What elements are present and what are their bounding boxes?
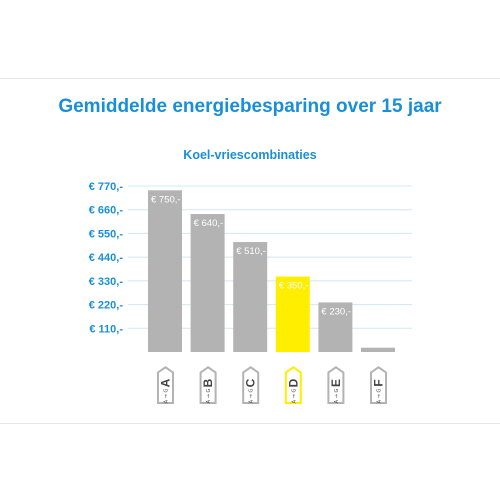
y-tick-label: € 330,-	[89, 276, 124, 288]
energy-tag-letter: A	[159, 378, 173, 387]
bar-value-label: € 640,-	[194, 218, 224, 229]
bar-value-label: € 230,-	[321, 306, 351, 317]
y-axis: € 110,- € 220,- € 330,- € 440,- € 550,- € 660…	[89, 181, 124, 335]
energy-tag-b: B A → G	[199, 366, 217, 404]
chart-subtitle: Koel-vriescombinaties	[183, 148, 317, 162]
energy-tag-inner	[244, 368, 258, 402]
energy-tag-inner	[329, 368, 343, 402]
bar-e	[318, 302, 353, 352]
bar-value-label: € 750,-	[151, 194, 181, 205]
y-tick-label: € 660,-	[89, 205, 124, 217]
bar-value-labels: € 750,- € 640,- € 510,- € 350,- € 230,-	[151, 194, 351, 317]
energy-tag-letter: C	[244, 378, 258, 387]
energy-tag-scale: A → G	[377, 389, 383, 404]
energy-tag-f: F A → G	[370, 366, 387, 404]
bar-value-label: € 350,-	[279, 281, 309, 292]
category-tags: A A → G B A → G C A → G D A → G E A → G F A → G	[157, 366, 387, 404]
bar-a	[148, 190, 182, 352]
bars	[148, 190, 395, 352]
energy-tag-letter: E	[329, 379, 343, 387]
y-tick-label: € 110,-	[89, 323, 123, 335]
bar-d	[275, 276, 310, 352]
energy-tag-a: A A → G	[157, 366, 174, 404]
y-tick-label: € 770,-	[89, 181, 124, 193]
bar-value-label: € 510,-	[236, 246, 266, 257]
energy-tag-inner	[286, 368, 300, 402]
bar-c	[233, 242, 268, 352]
energy-tag-scale: A → G	[164, 389, 170, 404]
energy-tag-letter: B	[201, 378, 215, 387]
energy-tag-scale: A → G	[249, 389, 255, 404]
y-tick-label: € 220,-	[89, 300, 124, 312]
energy-tag-letter: D	[286, 378, 300, 387]
energy-tag-d: D A → G	[284, 366, 302, 404]
energy-tag-scale: A → G	[334, 389, 340, 404]
chart-title: Gemiddelde energiebesparing over 15 jaar	[58, 96, 442, 117]
y-tick-label: € 550,-	[89, 228, 124, 240]
energy-tag-scale: A → G	[291, 389, 297, 404]
bar-f	[361, 347, 395, 352]
energy-tag-letter: F	[372, 379, 386, 386]
energy-tag-inner	[159, 368, 172, 402]
energy-tag-e: E A → G	[327, 366, 345, 404]
energy-tag-inner	[372, 368, 385, 402]
energy-tag-c: C A → G	[242, 366, 260, 404]
energy-tag-inner	[201, 368, 215, 402]
y-tick-label: € 440,-	[89, 252, 124, 264]
bar-b	[190, 214, 225, 352]
energy-tag-scale: A → G	[206, 389, 212, 404]
